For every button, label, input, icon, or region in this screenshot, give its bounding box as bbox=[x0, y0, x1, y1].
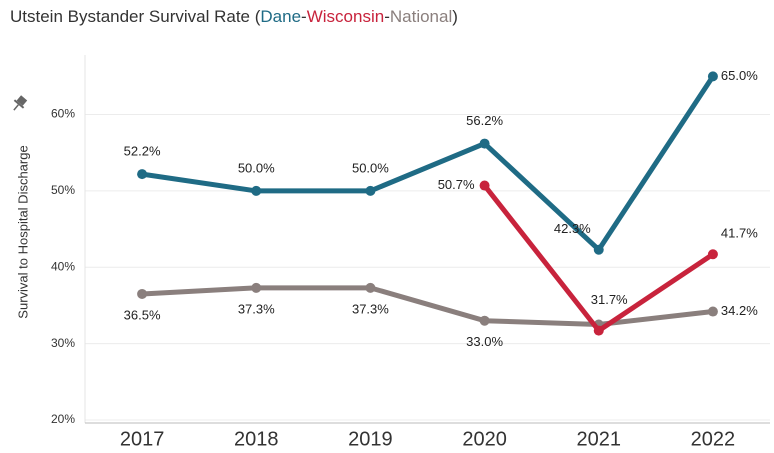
x-tick-label: 2017 bbox=[120, 428, 165, 450]
data-label: 41.7% bbox=[721, 226, 758, 241]
data-label: 36.5% bbox=[124, 307, 161, 322]
data-point bbox=[137, 169, 148, 180]
x-tick-label: 2019 bbox=[348, 428, 393, 450]
data-label: 52.2% bbox=[124, 144, 161, 159]
data-point bbox=[479, 138, 490, 149]
title-part: ( bbox=[255, 7, 261, 26]
data-label: 50.0% bbox=[352, 160, 389, 175]
data-label: 42.3% bbox=[554, 221, 591, 236]
chart-title: Utstein Bystander Survival Rate (Dane-Wi… bbox=[10, 7, 458, 26]
data-label: 50.7% bbox=[438, 177, 475, 192]
title-part: ) bbox=[452, 7, 458, 26]
data-point bbox=[365, 282, 376, 293]
y-tick-label: 20% bbox=[51, 412, 75, 426]
x-tick-label: 2018 bbox=[234, 428, 279, 450]
title-part: - bbox=[301, 7, 307, 26]
data-point bbox=[707, 306, 718, 317]
data-point bbox=[137, 288, 148, 299]
data-label: 56.2% bbox=[466, 113, 503, 128]
data-point bbox=[365, 185, 376, 196]
y-tick-label: 40% bbox=[51, 259, 75, 273]
data-label: 31.7% bbox=[591, 292, 628, 307]
data-label: 37.3% bbox=[238, 301, 275, 316]
title-part: Wisconsin bbox=[307, 7, 384, 26]
x-tick-label: 2020 bbox=[462, 428, 507, 450]
y-tick-label: 50% bbox=[51, 183, 75, 197]
title-part: - bbox=[384, 7, 390, 26]
y-tick-label: 30% bbox=[51, 336, 75, 350]
data-point bbox=[251, 282, 262, 293]
data-label: 33.0% bbox=[466, 334, 503, 349]
y-tick-label: 60% bbox=[51, 107, 75, 121]
data-point bbox=[707, 249, 718, 260]
data-point bbox=[251, 185, 262, 196]
title-part: Dane bbox=[260, 7, 301, 26]
pin-icon bbox=[13, 95, 28, 111]
data-label: 34.2% bbox=[721, 303, 758, 318]
x-tick-label: 2021 bbox=[577, 428, 622, 450]
series-line bbox=[482, 183, 716, 334]
y-axis-label: Survival to Hospital Discharge bbox=[15, 145, 30, 318]
x-tick-label: 2022 bbox=[691, 428, 736, 450]
series-line bbox=[139, 285, 716, 328]
title-part: Utstein Bystander Survival Rate bbox=[10, 7, 250, 26]
data-point bbox=[707, 71, 718, 82]
title-part: National bbox=[390, 7, 452, 26]
data-point bbox=[593, 244, 604, 255]
data-label: 65.0% bbox=[721, 68, 758, 83]
data-point bbox=[479, 180, 490, 191]
data-label: 37.3% bbox=[352, 301, 389, 316]
data-point bbox=[593, 325, 604, 336]
data-point bbox=[479, 315, 490, 326]
data-label: 50.0% bbox=[238, 160, 275, 175]
series-line bbox=[139, 73, 716, 253]
